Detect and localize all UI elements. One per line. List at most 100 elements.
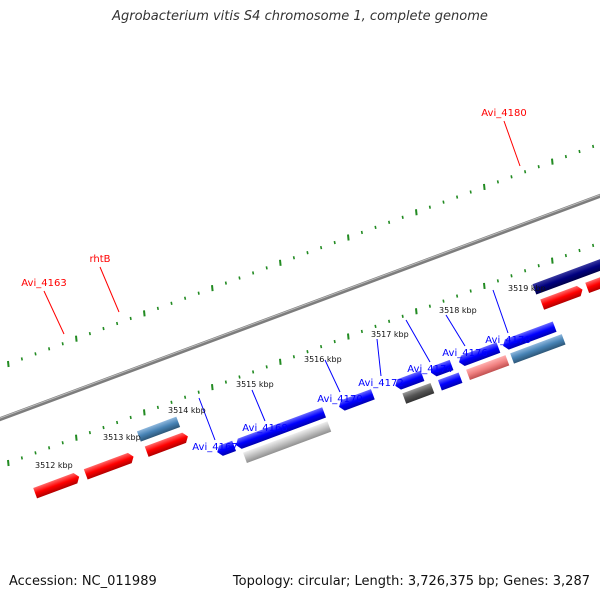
minor-tick <box>537 165 540 169</box>
minor-tick <box>252 271 255 275</box>
gene-arrow[interactable] <box>243 421 332 463</box>
gene-arrow[interactable] <box>457 342 501 367</box>
minor-tick <box>197 390 200 394</box>
gene-arrow[interactable] <box>540 284 584 310</box>
minor-tick <box>564 253 567 258</box>
minor-tick <box>34 451 37 455</box>
minor-tick <box>428 304 431 308</box>
minor-tick <box>170 301 173 305</box>
gene-arrow[interactable] <box>144 431 190 457</box>
gene-arrow[interactable] <box>532 242 600 295</box>
gene-arrow[interactable] <box>501 321 557 350</box>
tick-label: 3515 kbp <box>236 380 274 389</box>
gene-arrow[interactable] <box>83 451 136 480</box>
tick-label-layer: 3512 kbp 3513 kbp 3514 kbp 3515 kbp 3516 kbp… <box>35 284 546 470</box>
gene-leader-line <box>405 319 431 363</box>
minor-tick <box>442 200 445 204</box>
tick-label: 3516 kbp <box>304 355 342 364</box>
gene-arrow[interactable] <box>437 372 463 391</box>
minor-tick <box>88 430 91 435</box>
minor-tick <box>156 405 159 410</box>
minor-tick <box>129 316 132 321</box>
minor-tick <box>20 357 23 361</box>
gene-arrow[interactable] <box>393 370 425 391</box>
gene-leader-line <box>251 389 266 422</box>
tick-label: 3518 kbp <box>439 306 477 315</box>
minor-tick <box>102 425 105 430</box>
gene-label[interactable]: Avi_4176 <box>442 348 487 359</box>
gene-arrow[interactable] <box>33 472 81 499</box>
minor-tick <box>184 395 187 399</box>
minor-tick <box>306 251 309 255</box>
map-title: Agrobacterium vitis S4 chromosome 1, com… <box>112 9 488 24</box>
gene-leader-line <box>492 289 509 334</box>
minor-tick <box>116 321 119 326</box>
minor-tick <box>20 456 23 460</box>
major-tick <box>143 310 146 317</box>
gene-label[interactable]: Avi_4170 <box>317 394 362 405</box>
minor-tick <box>360 329 363 334</box>
minor-tick <box>333 339 336 344</box>
major-tick <box>483 282 486 290</box>
genome-backbone <box>0 193 600 422</box>
genome-summary-text: Topology: circular; Length: 3,726,375 bp… <box>232 574 590 589</box>
minor-tick <box>360 230 363 235</box>
gene-arrow[interactable] <box>429 359 454 378</box>
minor-tick <box>184 296 187 300</box>
gene-label[interactable]: rhtB <box>89 254 110 265</box>
minor-tick <box>428 205 431 209</box>
minor-tick <box>374 324 377 329</box>
gene-label-layer: Avi_4180 rhtB Avi_4163 Avi_4167 Avi_4168 Avi_… <box>21 108 530 453</box>
inner-tick-row <box>7 243 595 467</box>
tick-label: 3512 kbp <box>35 461 73 470</box>
gene-arrow[interactable] <box>466 355 510 381</box>
major-tick <box>279 358 282 365</box>
minor-tick <box>333 240 336 245</box>
gene-label[interactable]: Avi_4168 <box>242 423 287 434</box>
minor-tick <box>320 245 323 250</box>
gene-label[interactable]: Avi_4163 <box>21 278 66 289</box>
major-tick <box>415 308 418 315</box>
gene-arrow[interactable] <box>136 416 181 442</box>
gene-leader-line <box>503 120 521 167</box>
gene-label[interactable]: Avi_4172 <box>358 378 403 389</box>
gene-arrow[interactable] <box>510 334 566 364</box>
minor-tick <box>102 326 105 331</box>
major-tick <box>551 257 554 264</box>
gene-arrow[interactable] <box>215 440 237 458</box>
gene-label[interactable]: Avi_4167 <box>192 442 237 453</box>
gene-arrow[interactable] <box>402 382 435 404</box>
major-tick <box>551 158 554 165</box>
minor-tick <box>48 446 51 450</box>
minor-tick <box>510 274 513 278</box>
minor-tick <box>401 314 404 318</box>
tick-label: 3517 kbp <box>371 330 409 339</box>
gene-arrow[interactable] <box>337 389 375 412</box>
gene-leader-line <box>99 266 120 313</box>
minor-tick <box>578 248 581 253</box>
minor-tick <box>456 294 459 298</box>
major-tick <box>75 335 78 342</box>
minor-tick <box>170 400 173 404</box>
gene-label[interactable]: Avi_4178 <box>485 335 530 346</box>
minor-tick <box>34 352 37 356</box>
minor-tick <box>265 266 268 270</box>
minor-tick <box>442 299 445 303</box>
minor-tick <box>61 342 64 346</box>
minor-tick <box>564 154 567 159</box>
minor-tick <box>292 256 295 260</box>
major-tick <box>211 285 214 292</box>
minor-tick <box>292 355 295 359</box>
tick-label: 3514 kbp <box>168 406 206 415</box>
minor-tick <box>469 289 472 293</box>
minor-tick <box>156 306 159 311</box>
minor-tick <box>510 175 513 179</box>
gene-label[interactable]: Avi_4180 <box>481 108 526 119</box>
major-tick <box>75 434 78 441</box>
forward-gene-track <box>33 242 600 499</box>
minor-tick <box>578 149 581 154</box>
gene-arrow[interactable] <box>234 407 326 450</box>
minor-tick <box>388 220 391 224</box>
minor-tick <box>197 291 200 295</box>
gene-label[interactable]: Avi_4174 <box>407 364 452 375</box>
